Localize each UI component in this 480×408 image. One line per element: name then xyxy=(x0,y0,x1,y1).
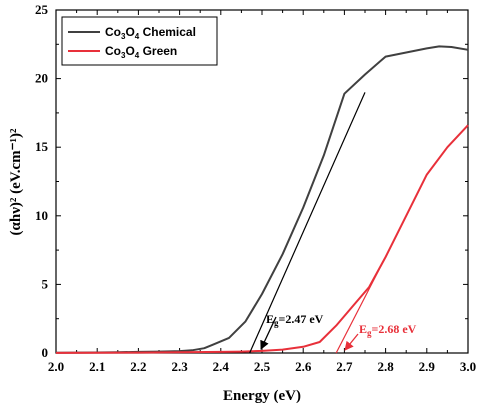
legend-label-green: Co3O4 Green xyxy=(105,44,177,60)
legend-box xyxy=(61,16,218,66)
tangent-line-chemical xyxy=(249,92,366,354)
y-tick-label: 20 xyxy=(35,71,48,86)
x-tick-label: 2.8 xyxy=(377,359,394,374)
arrow-chemical xyxy=(260,316,277,350)
tangent-lines xyxy=(249,92,387,354)
x-axis-title: Energy (eV) xyxy=(223,388,301,404)
y-tick-label: 15 xyxy=(35,139,49,154)
series-layer xyxy=(55,45,469,354)
y-tick-label: 10 xyxy=(35,208,48,223)
legend-label-chemical: Co3O4 Chemical xyxy=(105,25,196,41)
x-tick-label: 2.7 xyxy=(336,359,353,374)
x-tick-label: 2.6 xyxy=(295,359,312,374)
y-tick-label: 25 xyxy=(35,2,49,17)
x-tick-label: 2.4 xyxy=(213,359,230,374)
x-tick-label: 2.5 xyxy=(254,359,271,374)
x-tick-label: 2.0 xyxy=(48,359,64,374)
x-tick-label: 2.3 xyxy=(171,359,188,374)
tangent-line-green xyxy=(335,256,387,354)
x-tick-label: 2.1 xyxy=(89,359,105,374)
axis-tick-labels: 2.0 2.1 2.2 2.3 2.4 2.5 2.6 2.7 2.8 2.9 3.0 0 5 10 15 2… xyxy=(35,2,476,374)
bandgap-label-green: Eg=2.68 eV xyxy=(359,322,417,338)
series-line-chemical xyxy=(55,45,469,354)
y-tick-label: 5 xyxy=(42,276,49,291)
arrow-green xyxy=(344,333,359,351)
x-tick-label: 2.2 xyxy=(130,359,146,374)
y-axis-title: (αhν)² (eV.cm⁻¹)² xyxy=(8,128,24,236)
bandgap-label-chemical: Eg=2.47 eV xyxy=(266,312,324,328)
x-tick-label: 2.9 xyxy=(419,359,436,374)
legend: Co3O4 Chemical Co3O4 Green xyxy=(61,16,218,66)
x-tick-label: 3.0 xyxy=(460,359,476,374)
bandgap-annotation-green: Eg=2.68 eV xyxy=(344,322,417,351)
y-tick-label: 0 xyxy=(42,345,49,360)
bandgap-annotation-chemical: Eg=2.47 eV xyxy=(260,312,324,350)
series-line-green xyxy=(55,124,469,354)
